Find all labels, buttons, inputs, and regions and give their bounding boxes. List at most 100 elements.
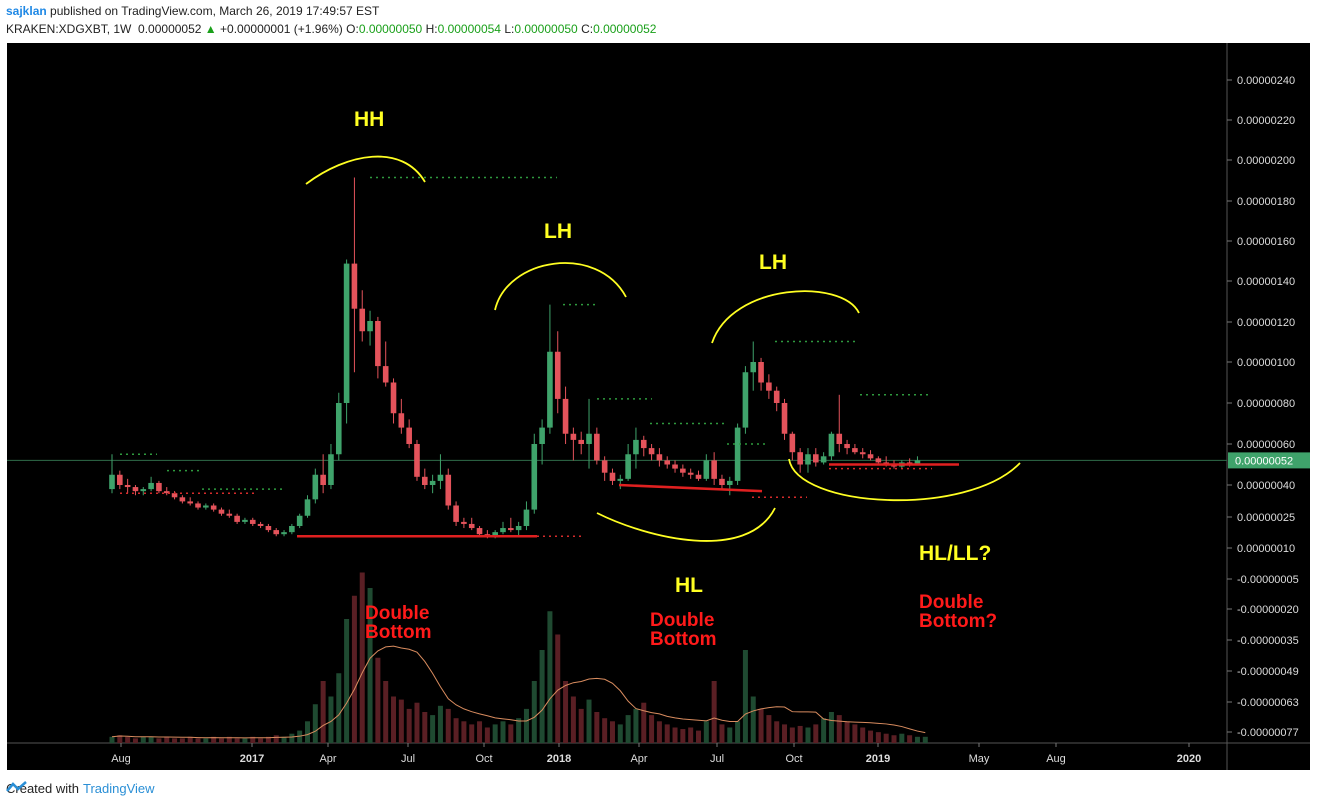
volume-bar	[750, 696, 756, 743]
candle-body	[726, 480, 733, 485]
volume-bar	[609, 721, 615, 743]
volume-bar	[117, 735, 123, 743]
volume-bar	[539, 650, 545, 743]
candle-body	[578, 439, 584, 444]
volume-bar	[312, 704, 318, 743]
author-name[interactable]: sajklan	[6, 4, 47, 18]
volume-bar	[305, 721, 310, 743]
tradingview-brand[interactable]: TradingView	[82, 781, 155, 796]
arc-hl	[596, 507, 776, 542]
candle-body	[453, 505, 459, 522]
volume-ma-line	[111, 645, 926, 739]
candle-body	[179, 497, 186, 502]
volume-bar	[172, 738, 178, 743]
annotation-label: HL/LL?	[919, 542, 991, 565]
candle-body	[734, 427, 741, 481]
volume-bar	[742, 650, 748, 743]
volume-bar	[351, 595, 357, 743]
y-tick-label: 0.00000140	[1237, 276, 1295, 288]
volume-bar	[492, 724, 498, 743]
x-tick-label: Apr	[319, 753, 336, 765]
candle-body	[601, 460, 608, 473]
volume-bar	[922, 736, 928, 743]
volume-bar	[625, 715, 631, 743]
symbol-info: KRAKEN:XDGXBT, 1W 0.00000052 ▲ +0.000000…	[6, 22, 656, 36]
volume-bar	[633, 708, 639, 743]
volume-bar	[680, 729, 686, 743]
candle-body	[187, 501, 193, 504]
volume-bar	[656, 721, 662, 743]
candle-body	[109, 474, 115, 490]
y-tick-label: 0.00000080	[1237, 398, 1295, 410]
candle-body	[234, 515, 240, 522]
volume-bar	[868, 730, 874, 743]
volume-bar	[328, 696, 334, 743]
close-value: 0.00000052	[593, 22, 657, 36]
y-tick-label: 0.00000200	[1237, 155, 1295, 167]
volume-bar	[758, 708, 764, 743]
candle-body	[468, 523, 475, 529]
candle-body	[414, 444, 420, 477]
x-tick-label: Oct	[785, 753, 802, 765]
x-tick-label: Apr	[630, 753, 647, 765]
annotation-line: LH	[759, 251, 787, 274]
candle-body	[515, 526, 522, 531]
volume-bar	[383, 681, 389, 743]
x-tick-label: Jul	[401, 753, 415, 765]
candle-body	[586, 433, 592, 444]
candle-body	[813, 454, 819, 463]
candle-body	[547, 351, 553, 428]
volume-bar	[398, 699, 404, 743]
high-value: 0.00000054	[437, 22, 501, 36]
volume-bar	[563, 681, 569, 743]
candle-body	[554, 351, 561, 399]
volume-bar	[899, 733, 905, 743]
volume-bar	[516, 718, 522, 743]
candle-body	[351, 263, 358, 309]
volume-bar	[430, 715, 436, 743]
candle-body	[367, 321, 373, 332]
volume-bar	[148, 736, 154, 743]
candle-body	[422, 476, 428, 485]
candle-body	[570, 433, 577, 440]
candle-body	[859, 452, 866, 455]
candle-body	[594, 433, 600, 461]
candle-body	[390, 382, 397, 414]
annotation-label: Double Bottom	[650, 610, 716, 650]
y-tick-label: 0.00000010	[1237, 543, 1295, 555]
volume-bar	[813, 724, 819, 743]
volume-bar	[273, 735, 279, 743]
candle-body	[117, 474, 123, 485]
x-tick-label: May	[969, 753, 990, 765]
candle-body	[445, 474, 452, 506]
volume-bar	[774, 721, 780, 743]
chart-canvas[interactable]: 0.00000240 0.00000220 0.00000200 0.00000180…	[7, 43, 1310, 770]
volume-bar	[547, 611, 553, 743]
volume-bar	[821, 718, 827, 743]
annotation-line: Double	[919, 592, 983, 613]
volume-bar	[477, 721, 483, 743]
candle-body	[312, 474, 319, 500]
y-tick-label: -0.00000049	[1237, 666, 1299, 678]
volume-bar	[570, 696, 576, 743]
volume-bar	[688, 727, 694, 743]
candle-body	[758, 362, 764, 383]
volume-bar	[203, 738, 209, 743]
volume-bar	[344, 619, 350, 743]
volume-bar	[179, 738, 185, 743]
candle-body	[406, 427, 412, 444]
candle-body	[382, 366, 389, 383]
volume-bar	[836, 715, 842, 743]
volume-bar	[218, 738, 224, 743]
y-tick-label: 0.00000100	[1237, 357, 1295, 369]
annotation-line: Double	[650, 610, 714, 631]
volume-bar	[523, 708, 529, 743]
volume-bar	[555, 634, 561, 743]
candle-body	[148, 482, 154, 490]
candle-body	[695, 474, 702, 479]
volume-bar	[508, 724, 514, 743]
volume-bar	[735, 721, 741, 743]
volume-bar	[469, 724, 475, 743]
volume-bar	[883, 733, 889, 743]
candle-body	[203, 505, 209, 508]
